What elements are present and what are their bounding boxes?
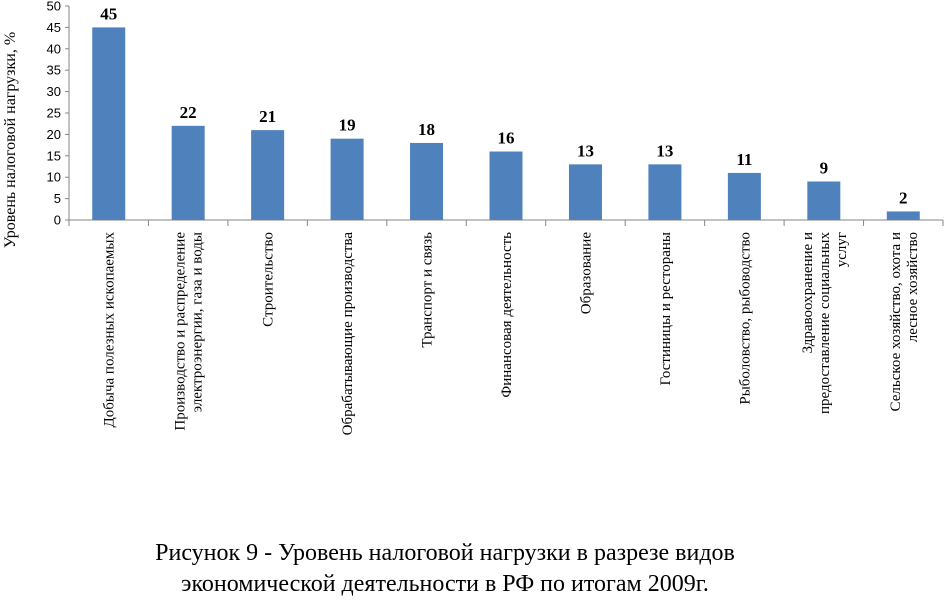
bar: [807, 181, 841, 220]
y-tick-label: 15: [47, 148, 61, 163]
y-tick-label: 40: [47, 41, 61, 56]
bar: [171, 125, 205, 220]
y-tick-label: 35: [47, 63, 61, 78]
category-label: Рыболовство, рыбоводство: [737, 232, 753, 405]
category-label: Транспорт и связь: [420, 232, 436, 348]
bar: [648, 164, 682, 220]
category-label: Образование: [578, 232, 594, 315]
data-label: 18: [418, 120, 435, 139]
category-label-line: Гостиницы и рестораны: [658, 232, 674, 385]
category-label-line: услуг: [834, 232, 850, 267]
category-label-line: электроэнергии, газа и воды: [190, 232, 206, 412]
data-label: 2: [899, 188, 908, 207]
data-label: 11: [736, 150, 752, 169]
data-label: 13: [656, 141, 673, 160]
bar: [330, 138, 364, 220]
chart-labels: 45 Добыча полезных ископаемых 22 Производст…: [100, 4, 921, 435]
bar-chart: 0 5 10 15 20 25 30 35 40 45 50 45 Добыча полезных и…: [2, 0, 944, 435]
bar: [251, 130, 285, 220]
category-label: Строительство: [261, 232, 277, 327]
category-label: Сельское хозяйство, охота и лесное хозяйс…: [888, 232, 921, 411]
category-label: Здравоохранение и предоставление социальн…: [800, 232, 850, 414]
category-label-line: Транспорт и связь: [420, 232, 436, 348]
y-tick-label: 5: [54, 191, 61, 206]
category-label: Добыча полезных ископаемых: [102, 232, 118, 428]
category-label-line: Здравоохранение и: [800, 232, 816, 353]
bar: [727, 172, 761, 220]
caption-line-2: экономической деятельности в РФ по итога…: [181, 571, 709, 597]
data-label: 22: [180, 103, 197, 122]
data-label: 19: [339, 116, 356, 135]
bar: [92, 27, 126, 221]
category-label-line: Рыболовство, рыбоводство: [737, 232, 753, 405]
chart-bars: [92, 27, 920, 221]
data-label: 13: [577, 141, 594, 160]
category-label-line: Финансовая деятельность: [499, 232, 515, 398]
category-label-line: Образование: [578, 232, 594, 315]
y-tick-label: 45: [47, 20, 61, 35]
y-tick-label: 25: [47, 106, 61, 121]
data-label: 16: [498, 129, 515, 148]
figure-caption: Рисунок 9 - Уровень налоговой нагрузки в…: [0, 538, 890, 600]
data-label: 21: [259, 107, 276, 126]
category-label-line: Добыча полезных ископаемых: [102, 232, 118, 428]
y-axis-label: Уровень налоговой нагрузки, %: [2, 32, 19, 248]
category-label: Производство и распределение электроэнерг…: [173, 232, 206, 431]
chart-axes: 0 5 10 15 20 25 30 35 40 45 50: [47, 0, 944, 228]
bar: [489, 151, 523, 220]
data-label: 45: [100, 4, 117, 23]
category-label-line: Строительство: [261, 232, 277, 327]
category-label-line: предоставление социальных: [817, 232, 833, 414]
bar: [410, 142, 444, 220]
category-label: Гостиницы и рестораны: [658, 232, 674, 385]
category-label-line: Сельское хозяйство, охота и: [888, 232, 904, 411]
bar: [886, 211, 920, 220]
category-label-line: Производство и распределение: [173, 232, 189, 431]
y-tick-label: 0: [54, 213, 61, 228]
y-tick-label: 50: [47, 0, 61, 14]
category-label: Финансовая деятельность: [499, 232, 515, 398]
y-tick-label: 10: [47, 170, 61, 185]
y-tick-label: 30: [47, 84, 61, 99]
category-label: Обрабатывающие производства: [340, 232, 356, 436]
data-label: 9: [820, 158, 829, 177]
caption-line-1: Рисунок 9 - Уровень налоговой нагрузки в…: [155, 540, 735, 566]
y-tick-label: 20: [47, 127, 61, 142]
category-label-line: лесное хозяйство: [905, 232, 921, 342]
bar: [568, 164, 602, 220]
category-label-line: Обрабатывающие производства: [340, 232, 356, 436]
